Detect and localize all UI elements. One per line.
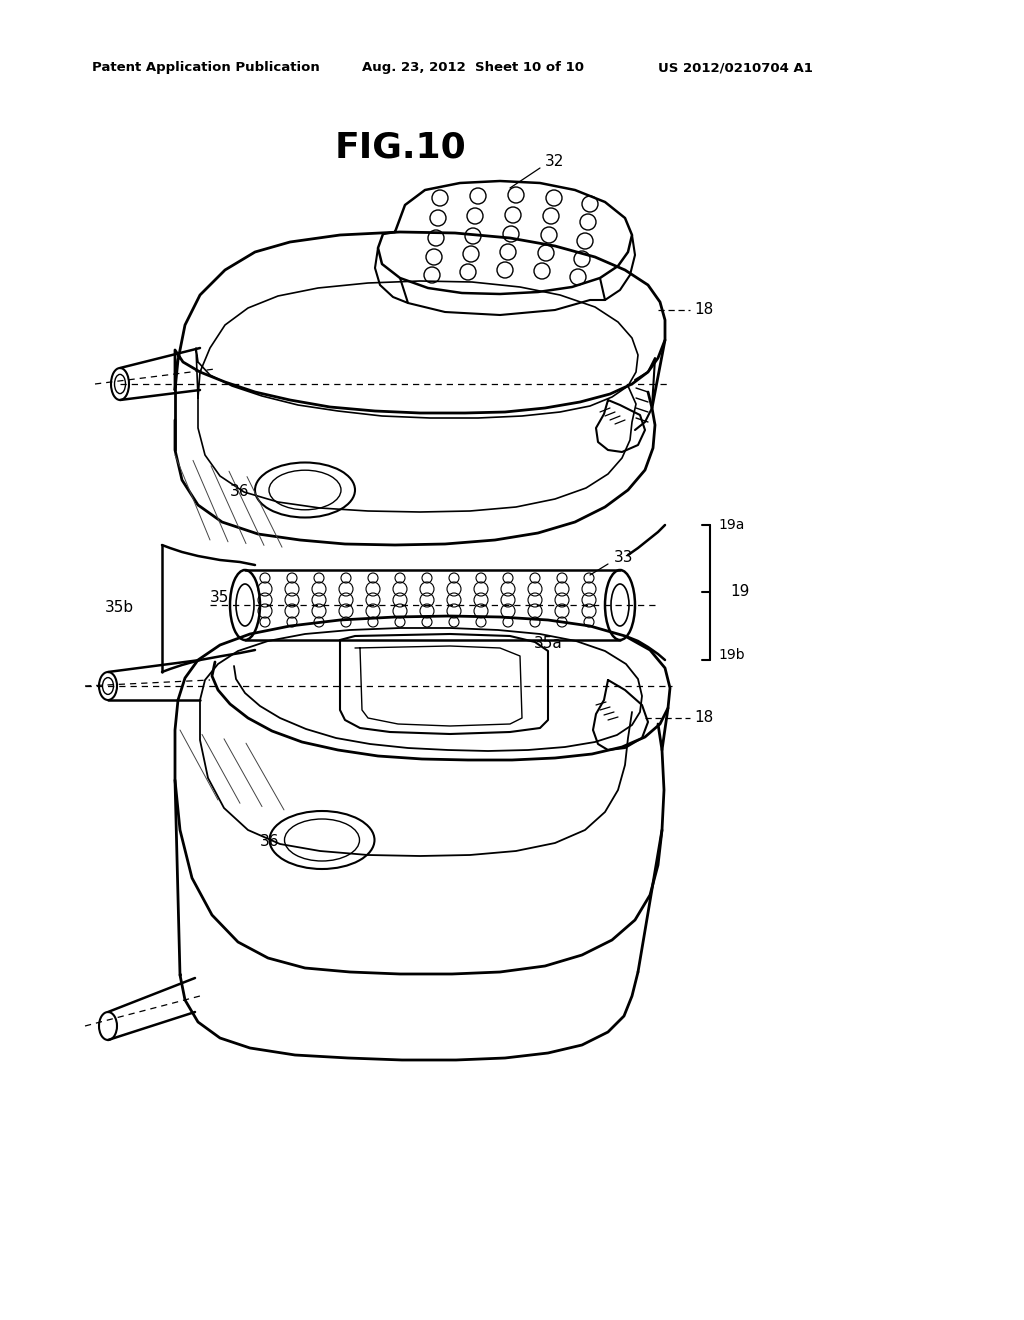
Text: 19a: 19a — [718, 517, 744, 532]
Text: 18: 18 — [694, 710, 714, 726]
Text: Aug. 23, 2012  Sheet 10 of 10: Aug. 23, 2012 Sheet 10 of 10 — [362, 62, 584, 74]
Text: 19: 19 — [730, 585, 750, 599]
Text: FIG.10: FIG.10 — [334, 131, 466, 165]
Text: 32: 32 — [545, 154, 564, 169]
Text: US 2012/0210704 A1: US 2012/0210704 A1 — [658, 62, 813, 74]
Text: 36: 36 — [260, 834, 280, 850]
Text: 18: 18 — [694, 302, 714, 318]
Text: 19b: 19b — [718, 648, 744, 663]
Text: 36: 36 — [230, 484, 250, 499]
Text: 35: 35 — [210, 590, 229, 606]
Text: 33: 33 — [614, 550, 634, 565]
Text: 35b: 35b — [105, 601, 134, 615]
Text: Patent Application Publication: Patent Application Publication — [92, 62, 319, 74]
Text: 35a: 35a — [534, 636, 563, 652]
